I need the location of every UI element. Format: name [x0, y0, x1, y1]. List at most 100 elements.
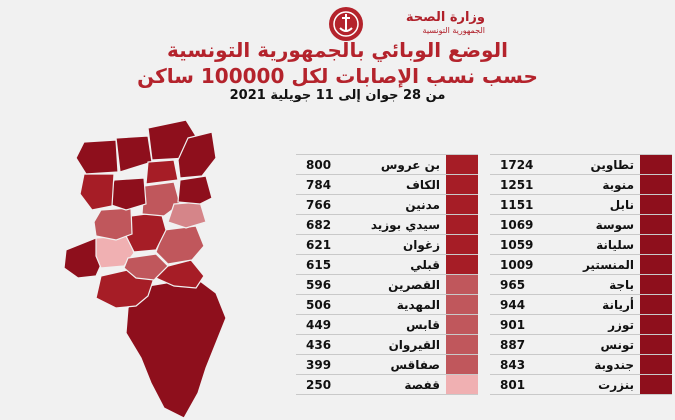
- table-row: 682 سيدي بوزيد: [296, 215, 478, 235]
- table-row: 436 القيروان: [296, 335, 478, 355]
- incidence-value: 801: [500, 377, 526, 392]
- color-swatch: [640, 155, 672, 174]
- logo-sub-text: الجمهورية التونسية: [422, 26, 485, 35]
- table-row: 801 بنزرت: [490, 375, 672, 395]
- color-swatch: [446, 295, 478, 314]
- governorate-name: بن عروس: [380, 157, 440, 172]
- color-swatch: [446, 215, 478, 234]
- table-row: 1059 سليانة: [490, 235, 672, 255]
- incidence-value: 944: [500, 297, 526, 312]
- color-swatch: [640, 175, 672, 194]
- table-row: 944 أريانة: [490, 295, 672, 315]
- date-range-subtitle: من 28 جوان إلى 11 جويلية 2021: [229, 88, 446, 103]
- governorate-name: أريانة: [602, 297, 634, 312]
- color-swatch: [640, 335, 672, 354]
- governorate-name: مدنين: [405, 197, 440, 212]
- table-row: 449 قابس: [296, 315, 478, 335]
- incidence-value: 621: [306, 237, 332, 252]
- governorate-name: زغوان: [403, 237, 440, 252]
- table-row: 399 صفاقس: [296, 355, 478, 375]
- incidence-value: 399: [306, 357, 332, 372]
- table-row: 800 بن عروس: [296, 154, 478, 175]
- table-column-right: 1724 تطاوين 1251 منوبة 1151 نابل 1069 سوسة 1059 س…: [490, 154, 672, 395]
- table-row: 596 القصرين: [296, 275, 478, 295]
- title-line-2: حسب نسب الإصابات لكل 100000 ساكن: [137, 64, 538, 88]
- color-swatch: [640, 315, 672, 334]
- incidence-value: 1724: [500, 157, 534, 172]
- incidence-value: 1151: [500, 197, 534, 212]
- map-region-gabes: [123, 253, 169, 281]
- table-row: 901 توزر: [490, 315, 672, 335]
- color-swatch: [446, 235, 478, 254]
- governorate-name: قفصة: [404, 377, 440, 392]
- color-swatch: [446, 275, 478, 294]
- tunisia-governorates-map: [63, 119, 227, 419]
- governorate-name: المهدية: [396, 297, 440, 312]
- color-swatch: [446, 335, 478, 354]
- incidence-value: 615: [306, 257, 332, 272]
- color-swatch: [446, 255, 478, 274]
- table-row: 250 قفصة: [296, 375, 478, 395]
- title-line-1: الوضع الوبائي بالجمهورية التونسية: [167, 38, 508, 62]
- color-swatch: [640, 195, 672, 214]
- color-swatch: [640, 215, 672, 234]
- incidence-value: 1251: [500, 177, 534, 192]
- governorate-name: صفاقس: [390, 357, 440, 372]
- map-region-zaghouan: [145, 159, 179, 185]
- table-row: 1151 نابل: [490, 195, 672, 215]
- table-row: 506 المهدية: [296, 295, 478, 315]
- governorate-name: القصرين: [388, 277, 440, 292]
- map-region-beja: [115, 135, 153, 173]
- governorate-name: قبلي: [410, 257, 440, 272]
- color-swatch: [640, 355, 672, 374]
- logo-main-text: وزارة الصحة: [405, 10, 485, 25]
- incidence-value: 449: [306, 317, 332, 332]
- table-row: 1724 تطاوين: [490, 154, 672, 175]
- governorate-name: المنستير: [582, 257, 634, 272]
- table-row: 965 باجة: [490, 275, 672, 295]
- color-swatch: [446, 175, 478, 194]
- ministry-logo-icon: [329, 7, 363, 41]
- map-region-sahel: [177, 175, 213, 205]
- governorate-name: نابل: [609, 197, 634, 212]
- color-swatch: [640, 235, 672, 254]
- incidence-value: 887: [500, 337, 526, 352]
- map-region-mahdia: [167, 201, 207, 229]
- incidence-value: 1069: [500, 217, 534, 232]
- governorate-name: تونس: [600, 337, 635, 352]
- color-swatch: [446, 315, 478, 334]
- table-row: 1251 منوبة: [490, 175, 672, 195]
- table-row: 1009 المنستير: [490, 255, 672, 275]
- incidence-value: 596: [306, 277, 332, 292]
- color-swatch: [640, 375, 672, 394]
- color-swatch: [640, 255, 672, 274]
- governorate-name: سيدي بوزيد: [370, 217, 440, 232]
- governorate-name: القيروان: [388, 337, 440, 352]
- color-swatch: [446, 155, 478, 174]
- governorate-name: تطاوين: [590, 157, 634, 172]
- table-row: 784 الكاف: [296, 175, 478, 195]
- incidence-value: 250: [306, 377, 332, 392]
- map-region-kef: [79, 173, 115, 211]
- governorate-name: باجة: [609, 277, 634, 292]
- incidence-value: 1009: [500, 257, 534, 272]
- governorate-name: سوسة: [595, 217, 634, 232]
- map-region-sfax: [155, 225, 205, 265]
- table-row: 887 تونس: [490, 335, 672, 355]
- incidence-value: 965: [500, 277, 526, 292]
- incidence-value: 436: [306, 337, 332, 352]
- incidence-value: 506: [306, 297, 332, 312]
- color-swatch: [640, 275, 672, 294]
- color-swatch: [446, 195, 478, 214]
- table-row: 615 قبلي: [296, 255, 478, 275]
- governorate-name: منوبة: [602, 177, 634, 192]
- map-region-kasserine: [93, 207, 133, 241]
- color-swatch: [640, 295, 672, 314]
- map-region-jendouba: [75, 139, 119, 175]
- table-row: 766 مدنين: [296, 195, 478, 215]
- incidence-value: 1059: [500, 237, 534, 252]
- incidence-value: 766: [306, 197, 332, 212]
- color-swatch: [446, 375, 478, 394]
- incidence-value: 682: [306, 217, 332, 232]
- map-region-south: [125, 277, 227, 419]
